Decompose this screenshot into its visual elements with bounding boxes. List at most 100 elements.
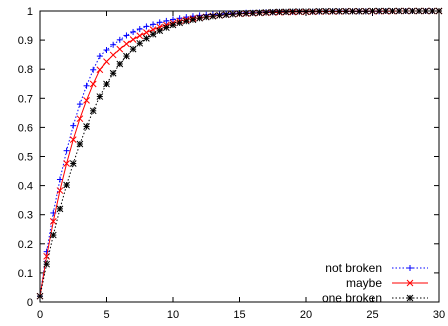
data-point — [375, 7, 383, 15]
x-tick-label: 0 — [37, 309, 43, 321]
legend-entry: not broken — [325, 261, 428, 275]
data-point — [269, 8, 277, 16]
data-point — [70, 122, 77, 129]
data-point — [143, 23, 150, 30]
data-point — [103, 80, 110, 88]
x-tick-label: 30 — [433, 309, 445, 321]
data-point — [329, 7, 336, 15]
data-point — [249, 9, 257, 17]
data-point — [422, 7, 430, 15]
y-tick-label: 0.8 — [18, 64, 33, 76]
data-point — [96, 93, 104, 100]
data-point — [262, 9, 270, 16]
data-point — [362, 7, 370, 15]
data-point — [295, 8, 303, 15]
data-point — [202, 13, 210, 21]
data-point — [43, 260, 51, 268]
tick-marks: 0 5 10 15 20 25 30 0 0.1 0.2 0.3 0.4 0.5 0.6 0.7 0.8 0.9… — [18, 6, 445, 321]
data-point — [143, 35, 150, 42]
data-point — [83, 82, 90, 89]
y-tick-label: 0 — [27, 297, 33, 309]
legend-marker — [406, 294, 414, 302]
legend-label: maybe — [346, 276, 382, 290]
data-point — [256, 9, 263, 17]
data-point — [282, 8, 290, 16]
data-point — [415, 7, 423, 15]
data-point — [116, 60, 124, 68]
data-point — [209, 12, 217, 20]
data-point — [335, 7, 343, 15]
data-point — [309, 8, 317, 15]
data-point — [389, 7, 396, 15]
data-point — [276, 8, 283, 16]
data-point — [162, 24, 170, 31]
data-point — [63, 147, 70, 154]
data-point — [150, 21, 157, 28]
data-point — [63, 181, 70, 189]
legend-label: not broken — [325, 261, 382, 275]
legend-label: one broken — [322, 291, 382, 305]
series-one-broken — [36, 7, 443, 300]
data-point — [395, 7, 403, 15]
data-point — [196, 14, 203, 22]
data-point — [116, 36, 123, 43]
y-tick-label: 0.2 — [18, 239, 33, 251]
data-point — [56, 205, 64, 213]
x-tick-label: 25 — [366, 309, 378, 321]
data-point — [382, 7, 390, 15]
data-point — [123, 32, 130, 39]
data-point — [90, 66, 97, 73]
data-point — [136, 32, 144, 40]
data-point — [182, 17, 190, 25]
data-point — [96, 66, 104, 74]
y-tick-label: 1 — [27, 6, 33, 18]
data-point — [435, 7, 443, 15]
data-point — [409, 7, 416, 15]
series-maybe — [36, 7, 443, 300]
data-point — [136, 26, 143, 33]
data-point — [76, 140, 84, 148]
data-point — [176, 19, 184, 27]
x-tick-label: 5 — [103, 309, 109, 321]
data-point — [110, 41, 117, 48]
x-tick-label: 20 — [300, 309, 312, 321]
data-point — [322, 7, 330, 15]
data-point — [69, 160, 77, 167]
data-point — [129, 45, 137, 53]
series-not-broken — [37, 8, 442, 300]
data-point — [103, 46, 110, 53]
data-point — [222, 11, 230, 19]
data-point — [216, 12, 223, 19]
data-point — [149, 30, 157, 38]
data-point — [369, 7, 376, 15]
data-point — [123, 52, 130, 60]
y-tick-label: 0.6 — [18, 122, 33, 134]
y-tick-label: 0.9 — [18, 35, 33, 47]
y-tick-label: 0.1 — [18, 268, 33, 280]
data-point — [83, 96, 90, 104]
data-point — [63, 160, 70, 167]
data-point — [109, 51, 117, 59]
data-point — [156, 19, 163, 26]
data-point — [428, 7, 436, 15]
y-tick-label: 0.7 — [18, 93, 33, 105]
data-point — [123, 40, 130, 48]
data-point — [189, 16, 197, 24]
data-point — [229, 10, 237, 18]
data-point — [129, 36, 137, 43]
legend-marker — [406, 279, 414, 287]
data-point — [355, 7, 363, 15]
y-tick-label: 0.3 — [18, 210, 33, 222]
data-point — [96, 53, 103, 60]
data-point — [136, 39, 144, 47]
data-point — [349, 7, 356, 15]
y-tick-label: 0.5 — [18, 152, 33, 164]
data-point — [402, 7, 410, 15]
data-point — [163, 17, 170, 24]
series-layer — [36, 7, 443, 300]
data-point — [56, 187, 64, 194]
data-point — [170, 16, 176, 23]
data-point — [49, 231, 57, 239]
data-point — [302, 8, 310, 15]
